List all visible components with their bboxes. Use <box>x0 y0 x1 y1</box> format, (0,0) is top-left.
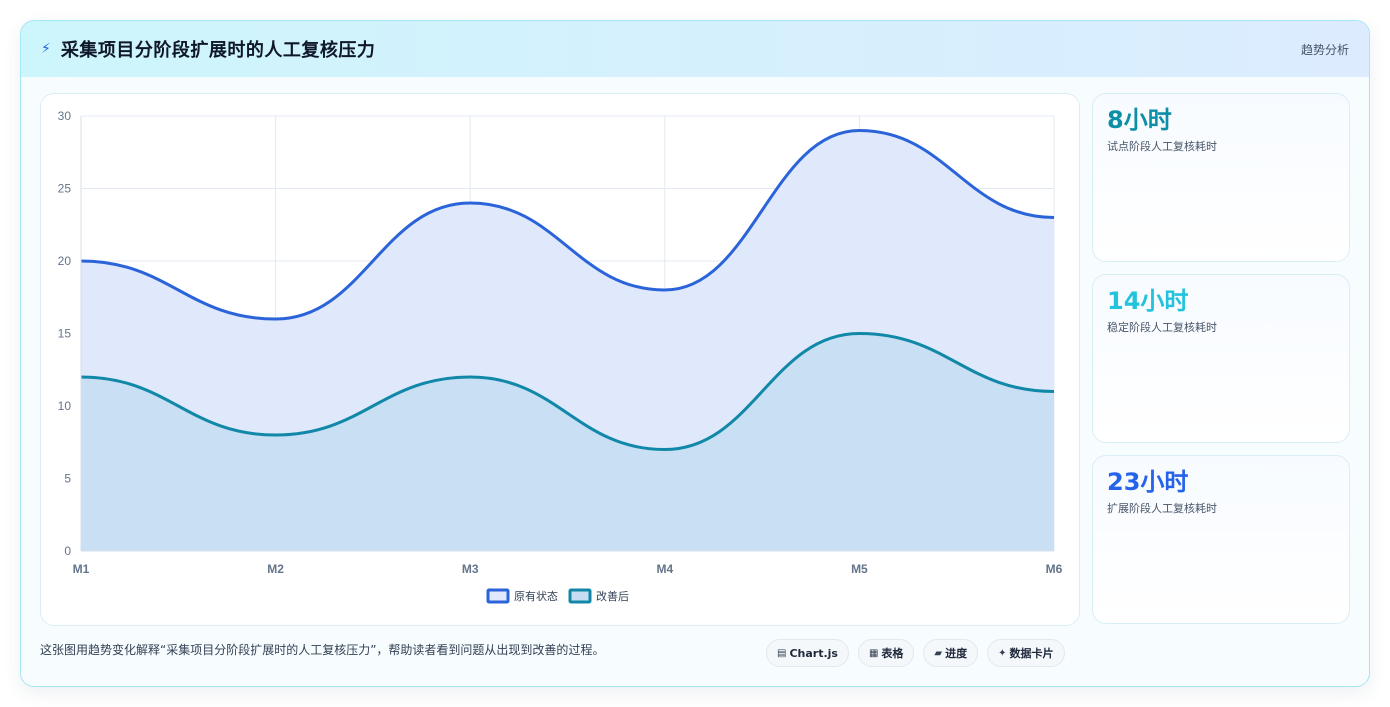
pill-label: 数据卡片 <box>1009 647 1054 660</box>
lightning-icon: ⚡ <box>41 41 51 57</box>
pill-label: 进度 <box>945 647 968 660</box>
y-tick-label: 20 <box>58 254 72 268</box>
legend-label: 原有状态 <box>514 589 558 603</box>
card-header: ⚡ 采集项目分阶段扩展时的人工复核压力 趋势分析 <box>21 21 1369 77</box>
chart-panel: 0 5 10 15 20 25 30 M1 M2 M3 M4 M5 M6 原有状态 改善后 <box>40 93 1080 626</box>
stat-card-pilot: 8小时 试点阶段人工复核耗时 <box>1092 93 1350 262</box>
x-tick-label: M2 <box>267 562 284 576</box>
y-tick-label: 0 <box>64 544 71 558</box>
analysis-tag: 趋势分析 <box>1300 42 1349 57</box>
pill-label: Chart.js <box>789 646 838 660</box>
x-tick-label: M1 <box>73 562 90 576</box>
legend-label: 改善后 <box>596 589 629 603</box>
legend-swatch <box>568 588 592 604</box>
table-icon: ▦ <box>868 647 879 659</box>
stat-value: 23小时 <box>1107 468 1189 496</box>
stat-label: 稳定阶段人工复核耗时 <box>1107 321 1217 334</box>
legend-swatch <box>486 588 510 604</box>
stat-label: 试点阶段人工复核耗时 <box>1107 140 1217 153</box>
x-tick-label: M6 <box>1046 562 1063 576</box>
stat-card-expansion: 23小时 扩展阶段人工复核耗时 <box>1092 455 1350 624</box>
y-tick-label: 5 <box>64 472 71 486</box>
chart-icon: ▤ <box>777 647 787 659</box>
y-tick-label: 25 <box>58 182 72 196</box>
y-tick-label: 10 <box>58 399 72 413</box>
area-chart: 0 5 10 15 20 25 30 M1 M2 M3 M4 M5 M6 原有状态 改善后 <box>58 109 1063 604</box>
stat-label: 扩展阶段人工复核耗时 <box>1107 502 1217 515</box>
pill-chartjs[interactable]: ▤ Chart.js <box>766 639 849 667</box>
progress-icon: ▰ <box>934 647 943 659</box>
stat-value: 8小时 <box>1107 106 1172 134</box>
pill-table[interactable]: ▦ 表格 <box>857 639 915 667</box>
y-tick-label: 30 <box>58 109 72 123</box>
chart-description: 这张图用趋势变化解释“采集项目分阶段扩展时的人工复核压力”，帮助读者看到问题从出… <box>40 643 605 657</box>
x-tick-label: M5 <box>851 562 868 576</box>
series-line-1 <box>80 331 1055 452</box>
series-area-1 <box>81 333 1054 551</box>
x-tick-label: M4 <box>656 562 673 576</box>
pill-data-card[interactable]: ✦ 数据卡片 <box>987 639 1065 667</box>
stat-card-stable: 14小时 稳定阶段人工复核耗时 <box>1092 274 1350 443</box>
report-card: ⚡ 采集项目分阶段扩展时的人工复核压力 趋势分析 0 5 10 15 20 25 30 M1 M… <box>20 20 1370 687</box>
sparkle-icon: ✦ <box>998 647 1007 659</box>
pill-progress[interactable]: ▰ 进度 <box>923 639 979 667</box>
x-tick-label: M3 <box>462 562 479 576</box>
tool-pills: ▤ Chart.js ▦ 表格 ▰ 进度 ✦ 数据卡片 <box>766 639 1065 667</box>
stat-value: 14小时 <box>1107 287 1189 315</box>
page-title: 采集项目分阶段扩展时的人工复核压力 <box>60 40 376 61</box>
y-tick-label: 15 <box>58 327 72 341</box>
series-line-0 <box>80 128 1055 321</box>
pill-label: 表格 <box>881 647 904 660</box>
